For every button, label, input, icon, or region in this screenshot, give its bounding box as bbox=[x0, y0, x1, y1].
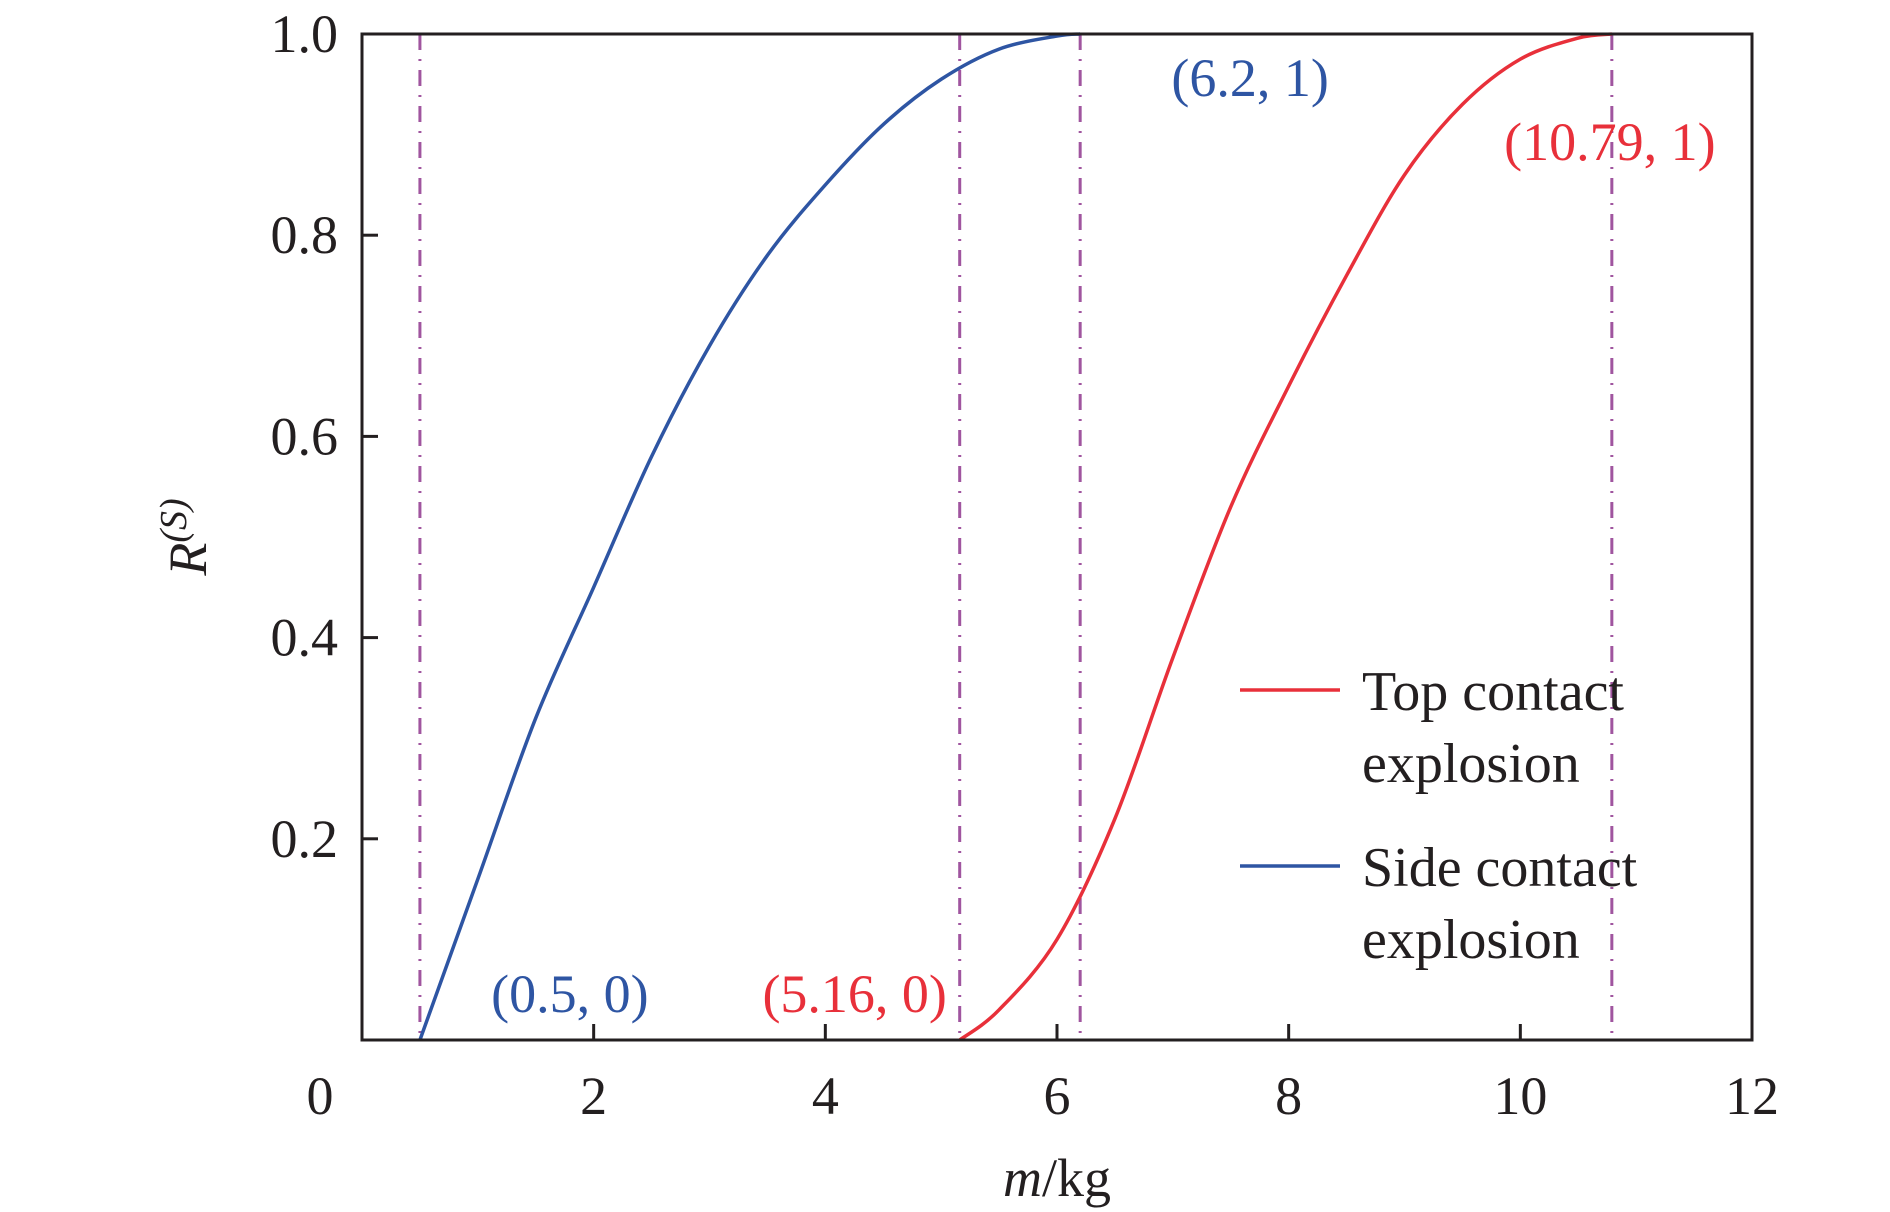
y-tick-label: 0.2 bbox=[271, 809, 339, 869]
y-tick-label: 0.4 bbox=[271, 608, 339, 668]
x-tick-label: 6 bbox=[1044, 1066, 1071, 1126]
x-tick-label: 0 bbox=[307, 1066, 334, 1126]
x-tick-label: 10 bbox=[1493, 1066, 1547, 1126]
point-annotation: (0.5, 0) bbox=[491, 964, 648, 1024]
series-line-side-contact bbox=[418, 32, 1081, 1041]
legend-label: explosion bbox=[1362, 909, 1580, 971]
x-axis-title: m/kg bbox=[1003, 1148, 1111, 1208]
point-annotation: (10.79, 1) bbox=[1504, 112, 1715, 172]
y-axis-title: R(S) bbox=[153, 498, 218, 576]
reference-lines bbox=[418, 34, 1614, 1040]
y-tick-label: 0.6 bbox=[271, 406, 339, 466]
point-annotations: (0.5, 0) (5.16, 0) (6.2, 1) (10.79, 1) bbox=[491, 48, 1715, 1024]
x-axis-title-unit: /kg bbox=[1042, 1148, 1111, 1208]
series-lines bbox=[418, 32, 1613, 1042]
x-tick-label: 12 bbox=[1725, 1066, 1779, 1126]
legend: Top contact explosion Side contact explosio… bbox=[1240, 661, 1638, 971]
legend-label: explosion bbox=[1362, 733, 1580, 795]
y-axis-title-base: R bbox=[158, 543, 218, 577]
legend-label: Side contact bbox=[1362, 837, 1638, 899]
axis-ticks: 0 2 4 6 8 10 12 0.2 0.4 0.6 0.8 1.0 bbox=[271, 4, 1780, 1126]
point-annotation: (6.2, 1) bbox=[1171, 48, 1328, 108]
y-tick-label: 0.8 bbox=[271, 205, 339, 265]
x-tick-label: 2 bbox=[580, 1066, 607, 1126]
series-line-top-contact bbox=[958, 32, 1613, 1042]
y-tick-label: 1.0 bbox=[271, 4, 339, 64]
y-axis-title-sup: (S) bbox=[153, 498, 195, 542]
x-tick-label: 4 bbox=[812, 1066, 839, 1126]
point-annotation: (5.16, 0) bbox=[762, 964, 946, 1024]
x-axis-title-italic: m bbox=[1003, 1148, 1042, 1208]
x-tick-label: 8 bbox=[1275, 1066, 1302, 1126]
legend-label: Top contact bbox=[1362, 661, 1624, 723]
